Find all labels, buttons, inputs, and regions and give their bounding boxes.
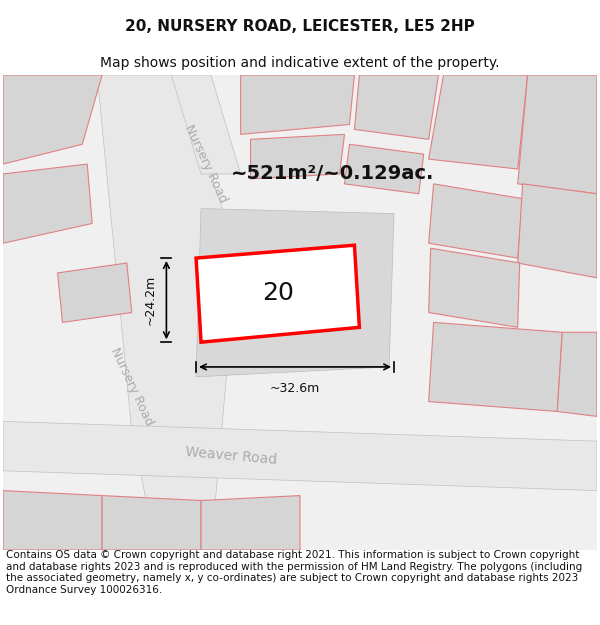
Polygon shape	[251, 134, 344, 179]
Text: ~32.6m: ~32.6m	[270, 382, 320, 395]
Polygon shape	[196, 209, 394, 377]
Polygon shape	[196, 245, 359, 342]
Text: Nursery Road: Nursery Road	[108, 346, 155, 428]
Text: Nursery Road: Nursery Road	[182, 123, 230, 205]
Polygon shape	[428, 75, 527, 169]
Polygon shape	[428, 184, 523, 258]
Text: 20, NURSERY ROAD, LEICESTER, LE5 2HP: 20, NURSERY ROAD, LEICESTER, LE5 2HP	[125, 19, 475, 34]
Text: Map shows position and indicative extent of the property.: Map shows position and indicative extent…	[100, 56, 500, 70]
Polygon shape	[172, 75, 241, 174]
Polygon shape	[58, 263, 132, 322]
Polygon shape	[241, 75, 355, 134]
Text: Contains OS data © Crown copyright and database right 2021. This information is : Contains OS data © Crown copyright and d…	[6, 550, 582, 595]
Polygon shape	[102, 496, 201, 550]
Polygon shape	[3, 75, 102, 164]
Polygon shape	[3, 491, 102, 550]
Text: ~24.2m: ~24.2m	[143, 275, 157, 325]
Polygon shape	[355, 75, 439, 139]
Polygon shape	[97, 75, 236, 550]
Polygon shape	[3, 421, 597, 491]
Polygon shape	[557, 332, 597, 416]
Text: ~521m²/~0.129ac.: ~521m²/~0.129ac.	[231, 164, 434, 184]
Text: Weaver Road: Weaver Road	[184, 445, 277, 467]
Polygon shape	[518, 184, 597, 278]
Text: 20: 20	[262, 281, 293, 305]
Polygon shape	[428, 248, 520, 328]
Polygon shape	[518, 75, 597, 194]
Polygon shape	[344, 144, 424, 194]
Polygon shape	[428, 322, 562, 411]
Polygon shape	[3, 164, 92, 243]
Polygon shape	[201, 496, 300, 550]
